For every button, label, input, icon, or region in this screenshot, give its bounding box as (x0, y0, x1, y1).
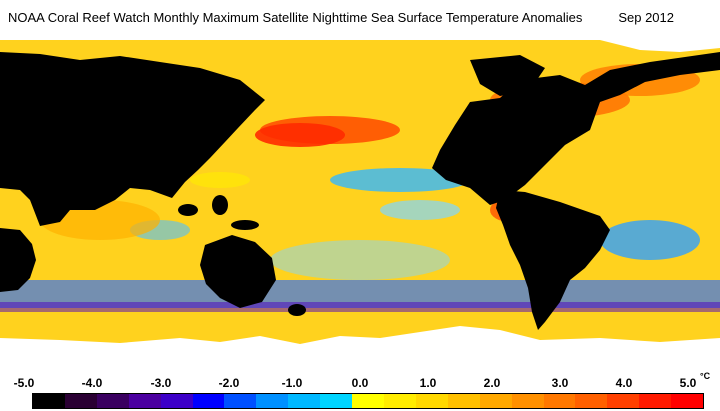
colorbar-swatch (543, 394, 576, 408)
map-svg (0, 40, 720, 372)
colorbar-swatch (607, 394, 640, 408)
colorbar-swatch (192, 394, 225, 408)
antarctica-ice (0, 326, 720, 372)
colorbar-swatch (160, 394, 193, 408)
greenland-landmass (470, 55, 545, 96)
colorbar-swatch (479, 394, 512, 408)
colorbar-swatch (511, 394, 544, 408)
colorbar-ticks: -5.0 -4.0 -3.0 -2.0 -1.0 0.0 1.0 2.0 3.0… (0, 371, 720, 390)
colorbar-swatch (320, 394, 353, 408)
date-label: Sep 2012 (618, 10, 674, 25)
arctic-ice (600, 40, 720, 52)
title-text: NOAA Coral Reef Watch Monthly Maximum Sa… (8, 10, 583, 25)
colorbar-swatch (64, 394, 97, 408)
colorbar-swatch (415, 394, 448, 408)
south-america-landmass (496, 190, 610, 330)
tick-label: -2.0 (218, 376, 240, 390)
colorbar-swatch (96, 394, 129, 408)
tick-label: 4.0 (615, 376, 633, 390)
tick-label: -4.0 (81, 376, 103, 390)
ice-regions (0, 40, 720, 372)
colorbar-swatch (224, 394, 257, 408)
colorbar-swatch (33, 394, 65, 408)
sst-anomaly-map (0, 40, 720, 372)
colorbar-swatch (447, 394, 480, 408)
asia-europe-landmass (0, 52, 265, 226)
tick-label: 5.0 (679, 376, 697, 390)
map-title: NOAA Coral Reef Watch Monthly Maximum Sa… (8, 10, 712, 30)
colorbar-swatch (671, 394, 704, 408)
colorbar-swatch (383, 394, 416, 408)
eurasia-landmass (0, 40, 720, 205)
tick-label: -3.0 (150, 376, 172, 390)
colorbar-swatch (639, 394, 672, 408)
colorbar-swatch (575, 394, 608, 408)
unit-label: °C (700, 371, 711, 381)
colorbar-swatch (288, 394, 321, 408)
australia-landmass (200, 235, 276, 308)
tick-label: 3.0 (551, 376, 569, 390)
tick-label: 1.0 (419, 376, 437, 390)
land-masses (0, 40, 720, 330)
africa-landmass (0, 228, 36, 292)
colorbar-swatch (256, 394, 289, 408)
colorbar-swatch (128, 394, 161, 408)
tick-label: 2.0 (483, 376, 501, 390)
colorbar-swatch (352, 394, 384, 408)
tick-label: -1.0 (281, 376, 303, 390)
tick-label: -5.0 (13, 376, 35, 390)
colorbar (32, 393, 704, 409)
tick-label: 0.0 (351, 376, 369, 390)
